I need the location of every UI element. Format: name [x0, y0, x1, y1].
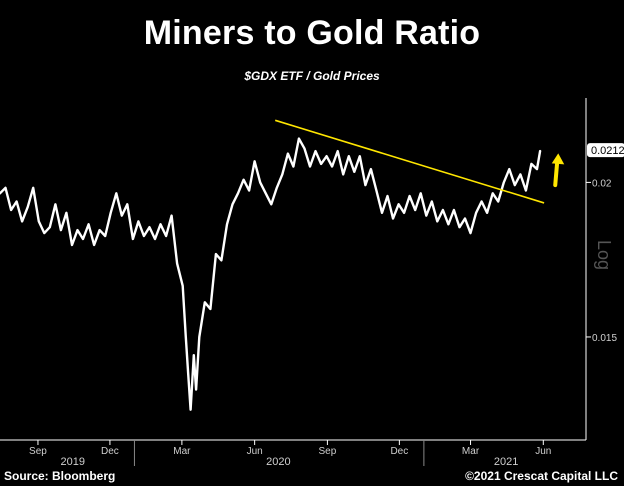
copyright-note: ©2021 Crescat Capital LLC — [465, 469, 618, 483]
source-note: Source: Bloomberg — [4, 469, 116, 483]
x-axis-ticks: Sep Dec Mar Jun Sep Dec Mar Jun — [29, 440, 551, 457]
year-label: 2019 — [61, 456, 85, 468]
x-tick-label: Mar — [173, 446, 191, 457]
plot-background — [0, 98, 586, 440]
y-axis-ticks: 0.02 0.015 — [586, 178, 617, 344]
x-tick-label: Sep — [29, 446, 47, 457]
x-tick-label: Jun — [535, 446, 551, 457]
x-axis-year-labels: 2019 2020 2021 — [61, 440, 518, 468]
chart-subtitle: $GDX ETF / Gold Prices — [244, 69, 380, 83]
x-tick-label: Dec — [390, 446, 408, 457]
x-tick-label: Jun — [247, 446, 263, 457]
y-tick-label: 0.015 — [592, 333, 617, 344]
series-line — [0, 137, 542, 411]
y-tick-label: 0.02 — [592, 178, 612, 189]
x-tick-label: Mar — [462, 446, 480, 457]
log-scale-label: Log — [594, 240, 614, 270]
trendline — [274, 119, 545, 204]
arrow-shaft — [553, 159, 560, 188]
up-arrow-icon — [551, 153, 565, 188]
year-label: 2020 — [266, 456, 290, 468]
arrow-head — [551, 153, 565, 165]
x-tick-label: Sep — [319, 446, 337, 457]
chart-title: Miners to Gold Ratio — [143, 14, 481, 52]
last-value-label: 0.0212 — [591, 145, 624, 157]
last-value-box — [587, 143, 624, 158]
x-tick-label: Dec — [101, 446, 119, 457]
last-value-badge: 0.0212 — [587, 143, 624, 157]
year-label: 2021 — [494, 456, 518, 468]
